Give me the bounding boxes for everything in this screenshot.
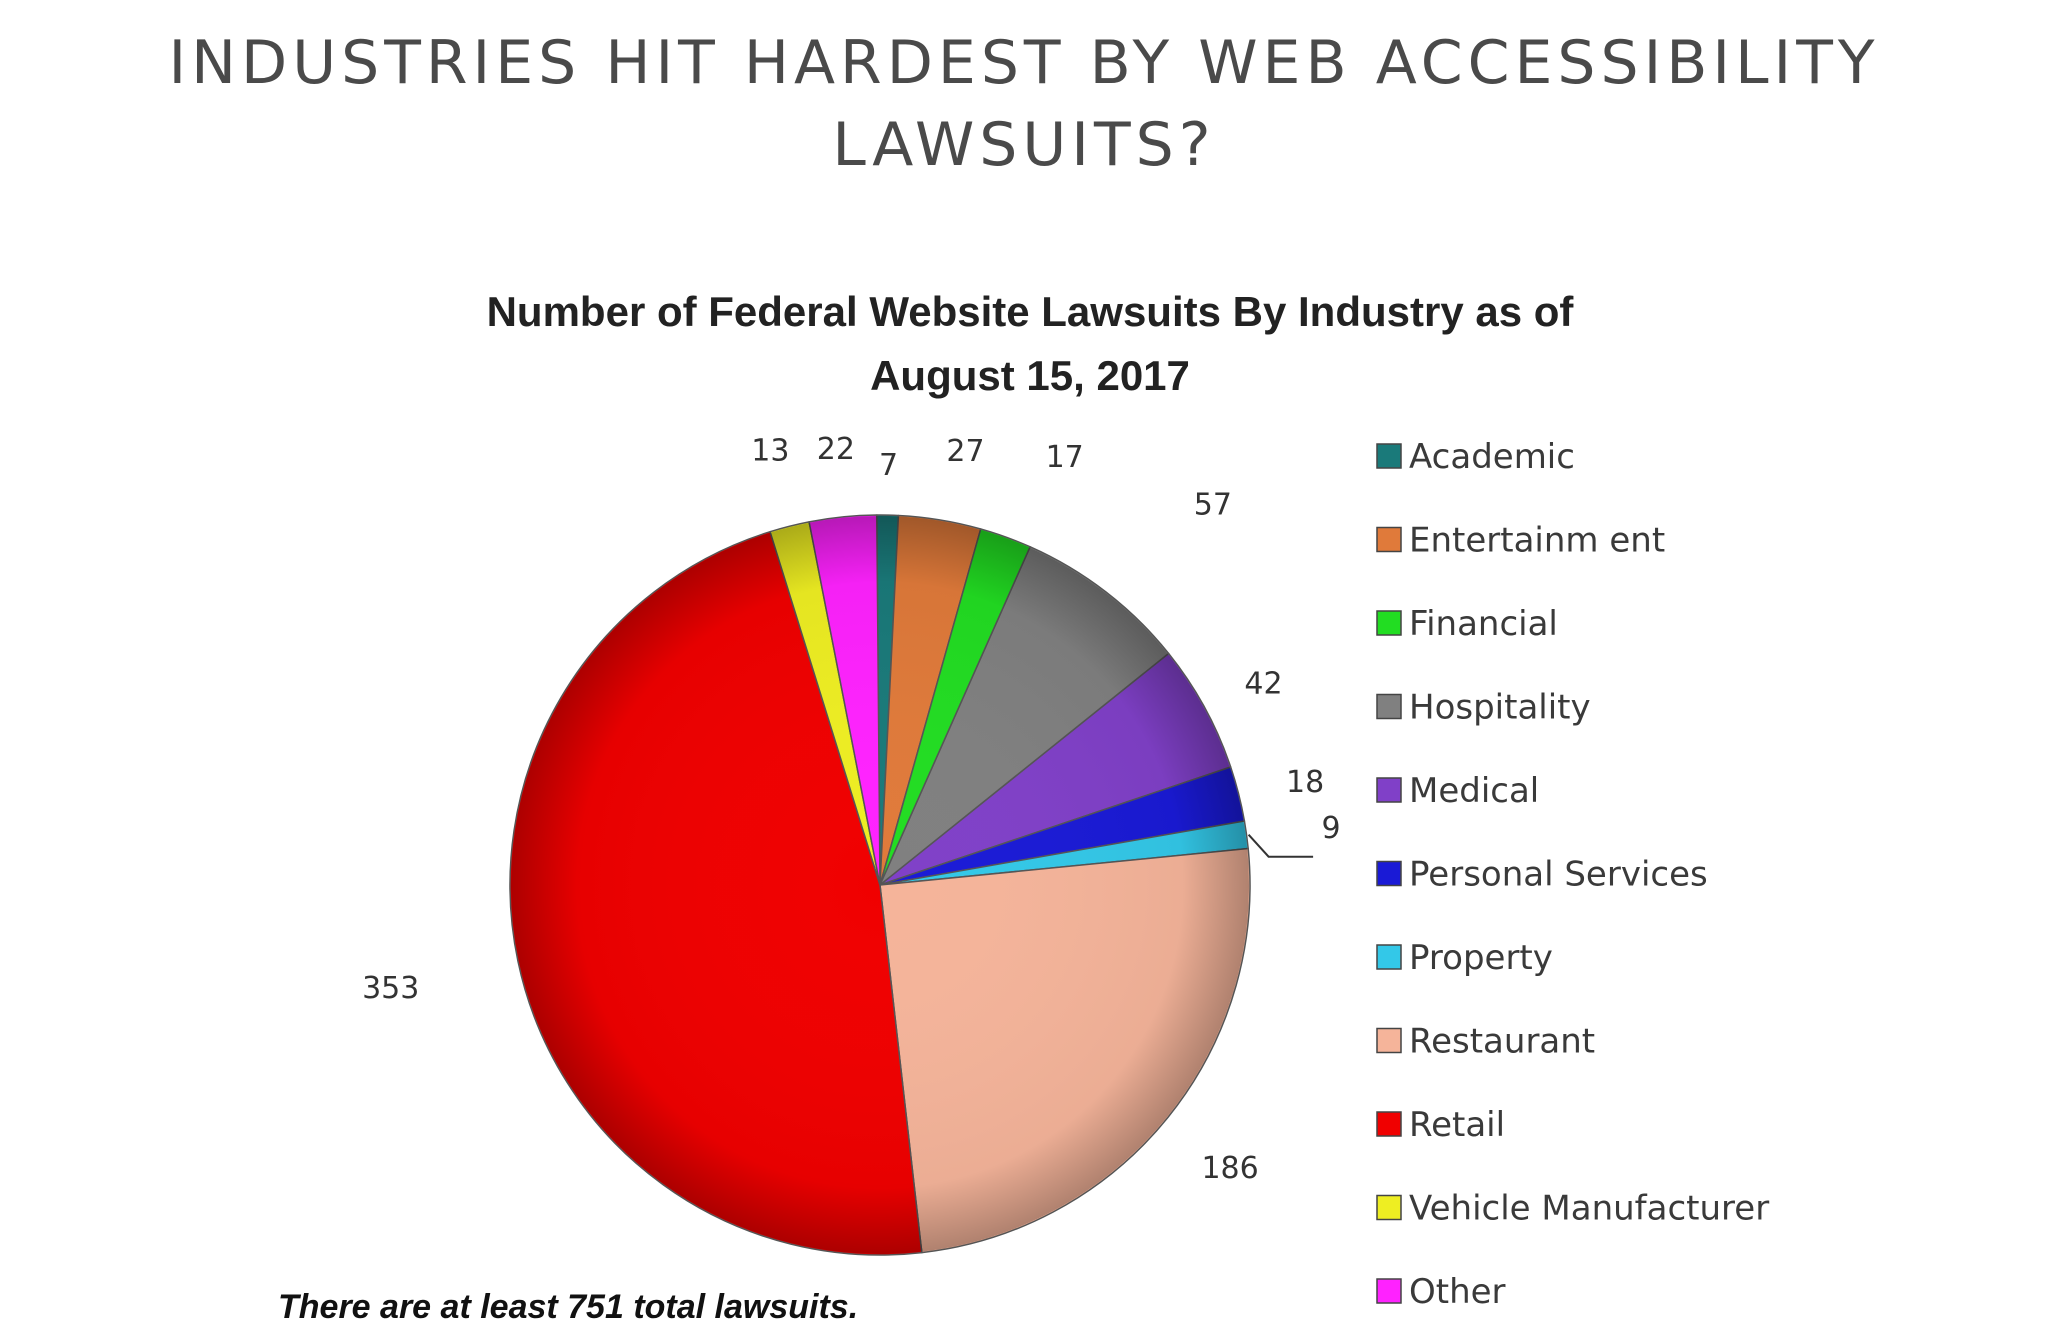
legend-item-restaurant: Restaurant bbox=[1376, 1022, 1595, 1062]
legend-item-personal-services: Personal Services bbox=[1376, 855, 1708, 895]
legend-swatch bbox=[1376, 944, 1402, 970]
legend-swatch bbox=[1376, 1194, 1402, 1221]
value-label-entertainm-ent: 27 bbox=[946, 434, 984, 469]
legend-label: Hospitality bbox=[1409, 688, 1591, 728]
legend-item-retail: Retail bbox=[1376, 1105, 1505, 1145]
legend-label: Personal Services bbox=[1409, 855, 1708, 895]
value-label-personal-services: 18 bbox=[1286, 765, 1324, 800]
leader-line-property bbox=[1247, 834, 1314, 858]
legend-swatch bbox=[1376, 443, 1402, 469]
legend-swatch bbox=[1376, 526, 1402, 553]
value-label-vehicle-manufacturer: 13 bbox=[751, 434, 789, 469]
legend-swatch bbox=[1376, 1278, 1402, 1304]
value-label-restaurant: 186 bbox=[1201, 1151, 1258, 1186]
legend-item-property: Property bbox=[1376, 938, 1553, 978]
legend-label: Medical bbox=[1409, 771, 1539, 811]
legend-label: Vehicle Manufacturer bbox=[1409, 1189, 1769, 1229]
legend-item-entertainm-ent: Entertainm ent bbox=[1376, 521, 1665, 561]
legend-label: Financial bbox=[1409, 604, 1558, 644]
legend-item-hospitality: Hospitality bbox=[1376, 688, 1591, 728]
legend-swatch bbox=[1376, 860, 1402, 887]
legend-item-financial: Financial bbox=[1376, 604, 1558, 644]
value-label-other: 22 bbox=[817, 432, 855, 467]
value-label-retail: 353 bbox=[362, 971, 419, 1006]
legend-label: Property bbox=[1409, 938, 1553, 978]
legend-item-academic: Academic bbox=[1376, 437, 1575, 477]
value-label-academic: 7 bbox=[879, 448, 898, 483]
legend-label: Other bbox=[1409, 1272, 1506, 1312]
chart-title-line-1: Number of Federal Website Lawsuits By In… bbox=[487, 288, 1575, 335]
value-labels: 7 27 17 57 42 18 9 186 353 13 22 bbox=[362, 432, 1341, 1186]
legend-swatch bbox=[1376, 777, 1402, 803]
chart-footnote: There are at least 751 total lawsuits. bbox=[278, 1288, 858, 1326]
legend-swatch bbox=[1376, 610, 1402, 636]
pie-slices bbox=[509, 514, 1251, 1256]
legend-item-vehicle-manufacturer: Vehicle Manufacturer bbox=[1376, 1189, 1769, 1229]
legend-label: Entertainm ent bbox=[1409, 521, 1665, 561]
legend-label: Restaurant bbox=[1409, 1022, 1595, 1062]
legend-label: Academic bbox=[1409, 437, 1575, 477]
legend-item-medical: Medical bbox=[1376, 771, 1539, 811]
pie-slice-restaurant bbox=[879, 847, 1251, 1254]
legend-swatch bbox=[1376, 693, 1402, 720]
value-label-hospitality: 57 bbox=[1194, 488, 1232, 523]
legend-label: Retail bbox=[1409, 1105, 1505, 1145]
legend-swatch bbox=[1376, 1111, 1402, 1137]
value-label-property: 9 bbox=[1322, 811, 1341, 846]
page-heading: INDUSTRIES HIT HARDEST BY WEB ACCESSIBIL… bbox=[168, 28, 1880, 180]
value-label-medical: 42 bbox=[1244, 667, 1282, 702]
legend-swatch bbox=[1376, 1027, 1402, 1054]
legend: Academic Entertainm ent Financial Hospitali… bbox=[1376, 437, 1769, 1312]
value-label-financial: 17 bbox=[1046, 440, 1084, 475]
legend-item-other: Other bbox=[1376, 1272, 1506, 1312]
chart-title-line-2: August 15, 2017 bbox=[870, 352, 1190, 399]
